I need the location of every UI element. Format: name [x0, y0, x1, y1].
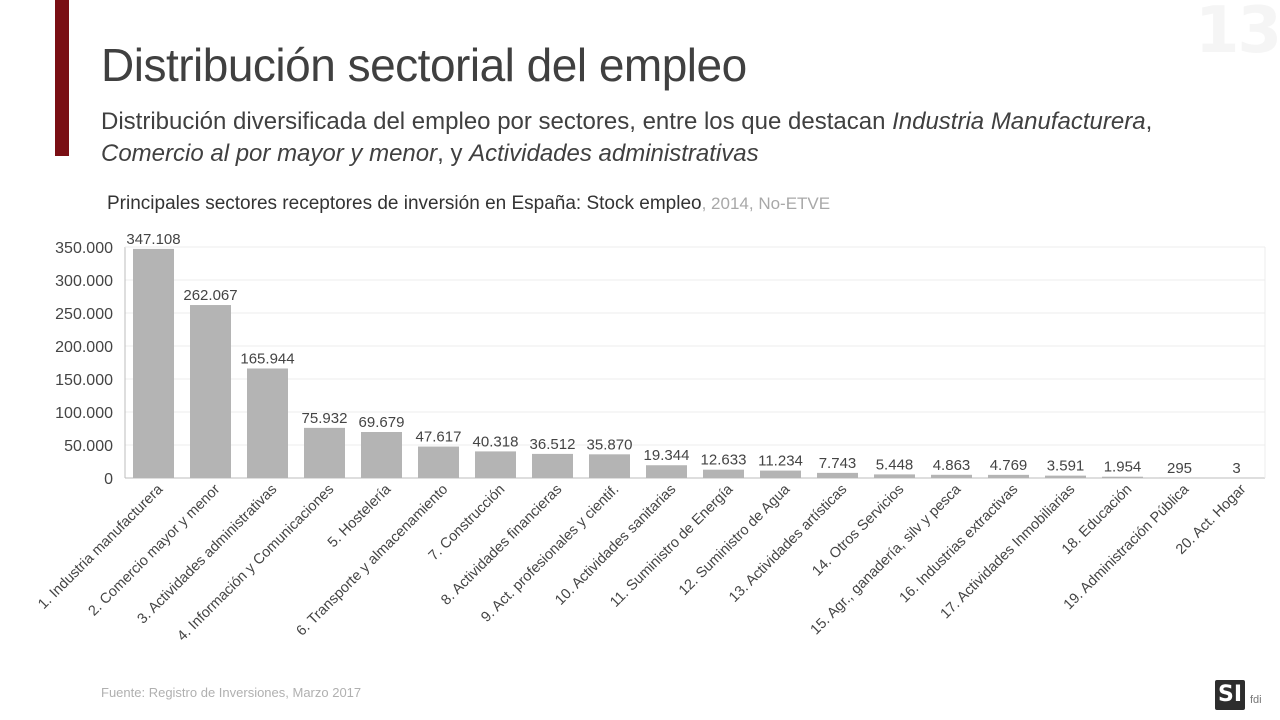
bar — [1102, 476, 1143, 478]
data-label: 19.344 — [644, 447, 690, 464]
bar — [190, 305, 231, 478]
chart-title: Principales sectores receptores de inver… — [107, 193, 830, 215]
bar — [874, 474, 915, 478]
y-tick-label: 250.000 — [55, 306, 113, 323]
subtitle-highlight-manufacturing: Industria Manufacturera — [892, 108, 1146, 135]
chart-title-meta: , 2014, No-ETVE — [701, 194, 831, 213]
bar — [703, 469, 744, 478]
bar — [133, 248, 174, 478]
subtitle-highlight-admin: Actividades administrativas — [469, 140, 759, 167]
data-label: 12.633 — [701, 452, 747, 469]
bar — [247, 368, 288, 478]
y-tick-label: 150.000 — [55, 372, 113, 389]
bar — [931, 474, 972, 478]
data-label: 262.067 — [183, 287, 237, 304]
data-label: 3 — [1232, 460, 1240, 477]
x-tick-label: 13. Actividades artísticas — [726, 482, 850, 606]
data-label: 11.234 — [758, 453, 803, 470]
subtitle-text-2: , — [1145, 108, 1153, 135]
bar — [1045, 475, 1086, 478]
data-label: 7.743 — [819, 455, 857, 472]
bar — [646, 465, 687, 478]
data-label: 75.932 — [302, 410, 348, 427]
data-label: 40.318 — [473, 433, 519, 450]
data-label: 1.954 — [1104, 459, 1142, 476]
y-tick-label: 350.000 — [55, 240, 113, 257]
subtitle-text-3: , y — [437, 140, 470, 167]
x-tick-label: 16. Industrias extractivas — [897, 482, 1022, 607]
data-label: 295 — [1167, 460, 1192, 477]
data-label: 4.769 — [990, 457, 1028, 474]
data-label: 69.679 — [359, 414, 405, 431]
page-number: 13 — [1194, 0, 1280, 68]
data-label: 3.591 — [1047, 458, 1085, 475]
data-label: 35.870 — [587, 436, 633, 453]
chart-title-main: Principales sectores receptores de inver… — [107, 193, 702, 214]
bar — [532, 453, 573, 478]
bar — [361, 432, 402, 478]
data-label: 47.617 — [416, 429, 462, 446]
x-tick-label: 12. Suministro de Agua — [676, 481, 794, 599]
data-label: 165.944 — [240, 350, 294, 367]
accent-bar — [55, 0, 69, 156]
page-subtitle: Distribución diversificada del empleo po… — [101, 106, 1201, 170]
data-label: 5.448 — [876, 456, 914, 473]
bar — [760, 470, 801, 478]
data-label: 4.863 — [933, 457, 971, 474]
brand-logo-subtext: fdi — [1250, 694, 1262, 706]
bar — [418, 446, 459, 478]
bar — [589, 454, 630, 478]
bar — [988, 474, 1029, 478]
page-title: Distribución sectorial del empleo — [101, 39, 747, 91]
bar — [475, 451, 516, 478]
y-tick-label: 100.000 — [55, 405, 113, 422]
subtitle-text-1: Distribución diversificada del empleo po… — [101, 108, 893, 135]
bar — [817, 472, 858, 478]
subtitle-highlight-commerce: Comercio al por mayor y menor — [101, 140, 438, 167]
bar — [304, 427, 345, 478]
y-tick-label: 200.000 — [55, 339, 113, 356]
y-tick-label: 300.000 — [55, 273, 113, 290]
y-tick-label: 0 — [104, 471, 113, 488]
data-label: 36.512 — [530, 436, 576, 453]
y-tick-label: 50.000 — [64, 438, 113, 455]
data-label: 347.108 — [126, 231, 180, 248]
brand-logo: SI — [1215, 680, 1245, 710]
source-note: Fuente: Registro de Inversiones, Marzo 2… — [101, 685, 362, 700]
